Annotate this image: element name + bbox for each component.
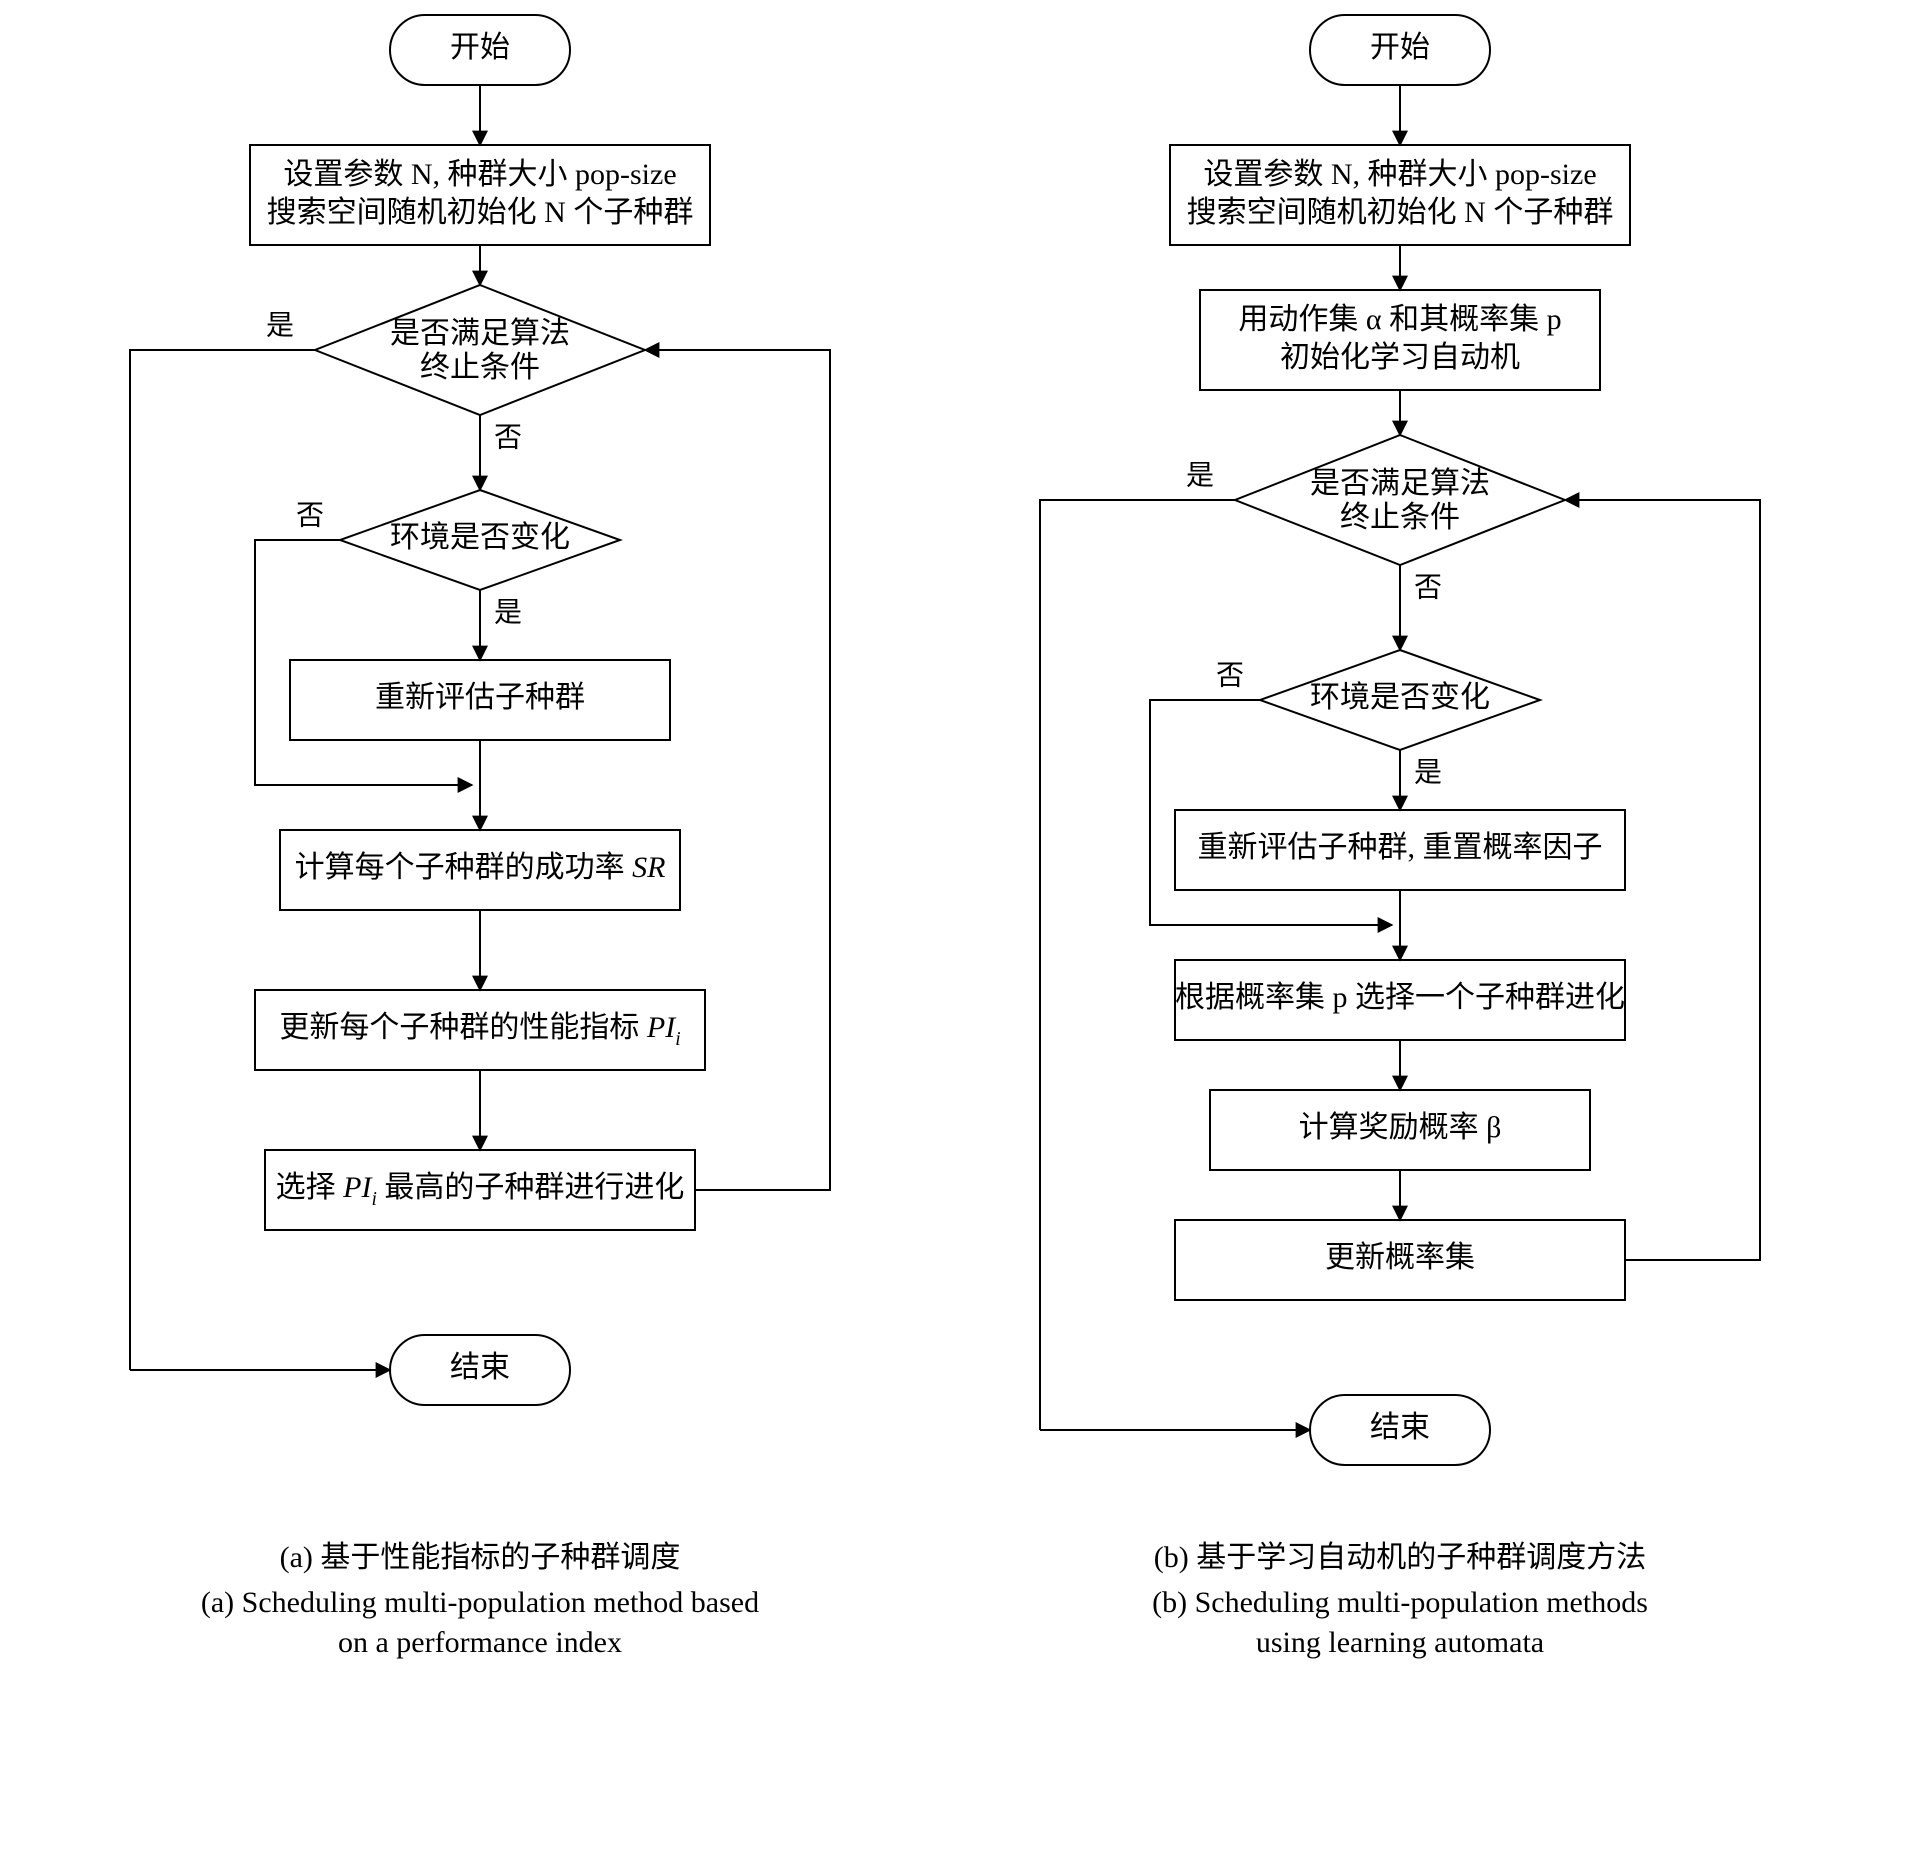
svg-text:开始: 开始 <box>1370 31 1430 64</box>
svg-text:计算每个子种群的成功率 SR: 计算每个子种群的成功率 SR <box>295 851 666 884</box>
svg-text:是: 是 <box>1186 460 1214 491</box>
svg-text:否: 否 <box>1216 660 1244 691</box>
svg-text:(b) 基于学习自动机的子种群调度方法: (b) 基于学习自动机的子种群调度方法 <box>1154 1541 1646 1574</box>
svg-text:否: 否 <box>296 500 324 531</box>
svg-text:开始: 开始 <box>450 31 510 64</box>
svg-text:搜索空间随机初始化 N 个子种群: 搜索空间随机初始化 N 个子种群 <box>1187 196 1614 229</box>
flowchart-container: 开始设置参数 N, 种群大小 pop-size搜索空间随机初始化 N 个子种群是… <box>0 0 1914 1867</box>
svg-text:重新评估子种群: 重新评估子种群 <box>375 681 585 714</box>
svg-text:(a) Scheduling multi-populatio: (a) Scheduling multi-population method b… <box>201 1586 759 1619</box>
svg-text:是否满足算法: 是否满足算法 <box>390 317 570 350</box>
svg-text:终止条件: 终止条件 <box>420 351 540 384</box>
svg-text:设置参数 N, 种群大小 pop-size: 设置参数 N, 种群大小 pop-size <box>1203 158 1596 191</box>
svg-text:设置参数 N, 种群大小 pop-size: 设置参数 N, 种群大小 pop-size <box>283 158 676 191</box>
svg-text:否: 否 <box>1414 572 1442 603</box>
svg-text:是: 是 <box>266 310 294 341</box>
svg-text:(a) 基于性能指标的子种群调度: (a) 基于性能指标的子种群调度 <box>280 1541 681 1574</box>
svg-text:终止条件: 终止条件 <box>1340 501 1460 534</box>
svg-text:选择 PIi 最高的子种群进行进化: 选择 PIi 最高的子种群进行进化 <box>276 1171 685 1210</box>
svg-text:on a performance index: on a performance index <box>338 1626 622 1659</box>
svg-text:结束: 结束 <box>1370 1411 1430 1444</box>
svg-text:搜索空间随机初始化 N 个子种群: 搜索空间随机初始化 N 个子种群 <box>267 196 694 229</box>
svg-text:(b) Scheduling multi-populatio: (b) Scheduling multi-population methods <box>1152 1586 1648 1619</box>
svg-text:结束: 结束 <box>450 1351 510 1384</box>
svg-text:是: 是 <box>494 597 522 628</box>
svg-text:否: 否 <box>494 422 522 453</box>
svg-text:环境是否变化: 环境是否变化 <box>1310 681 1490 714</box>
svg-text:重新评估子种群, 重置概率因子: 重新评估子种群, 重置概率因子 <box>1198 831 1603 864</box>
svg-text:初始化学习自动机: 初始化学习自动机 <box>1280 341 1520 374</box>
svg-text:是: 是 <box>1414 757 1442 788</box>
svg-text:更新每个子种群的性能指标 PIi: 更新每个子种群的性能指标 PIi <box>279 1011 680 1050</box>
svg-text:计算奖励概率 β: 计算奖励概率 β <box>1299 1111 1502 1144</box>
svg-text:用动作集 α 和其概率集 p: 用动作集 α 和其概率集 p <box>1238 303 1561 336</box>
flowchart-svg: 开始设置参数 N, 种群大小 pop-size搜索空间随机初始化 N 个子种群是… <box>0 0 1914 1867</box>
svg-text:环境是否变化: 环境是否变化 <box>390 521 570 554</box>
svg-text:是否满足算法: 是否满足算法 <box>1310 467 1490 500</box>
svg-text:根据概率集 p 选择一个子种群进化: 根据概率集 p 选择一个子种群进化 <box>1175 981 1625 1014</box>
svg-text:using learning automata: using learning automata <box>1256 1626 1544 1659</box>
svg-text:更新概率集: 更新概率集 <box>1325 1241 1475 1274</box>
